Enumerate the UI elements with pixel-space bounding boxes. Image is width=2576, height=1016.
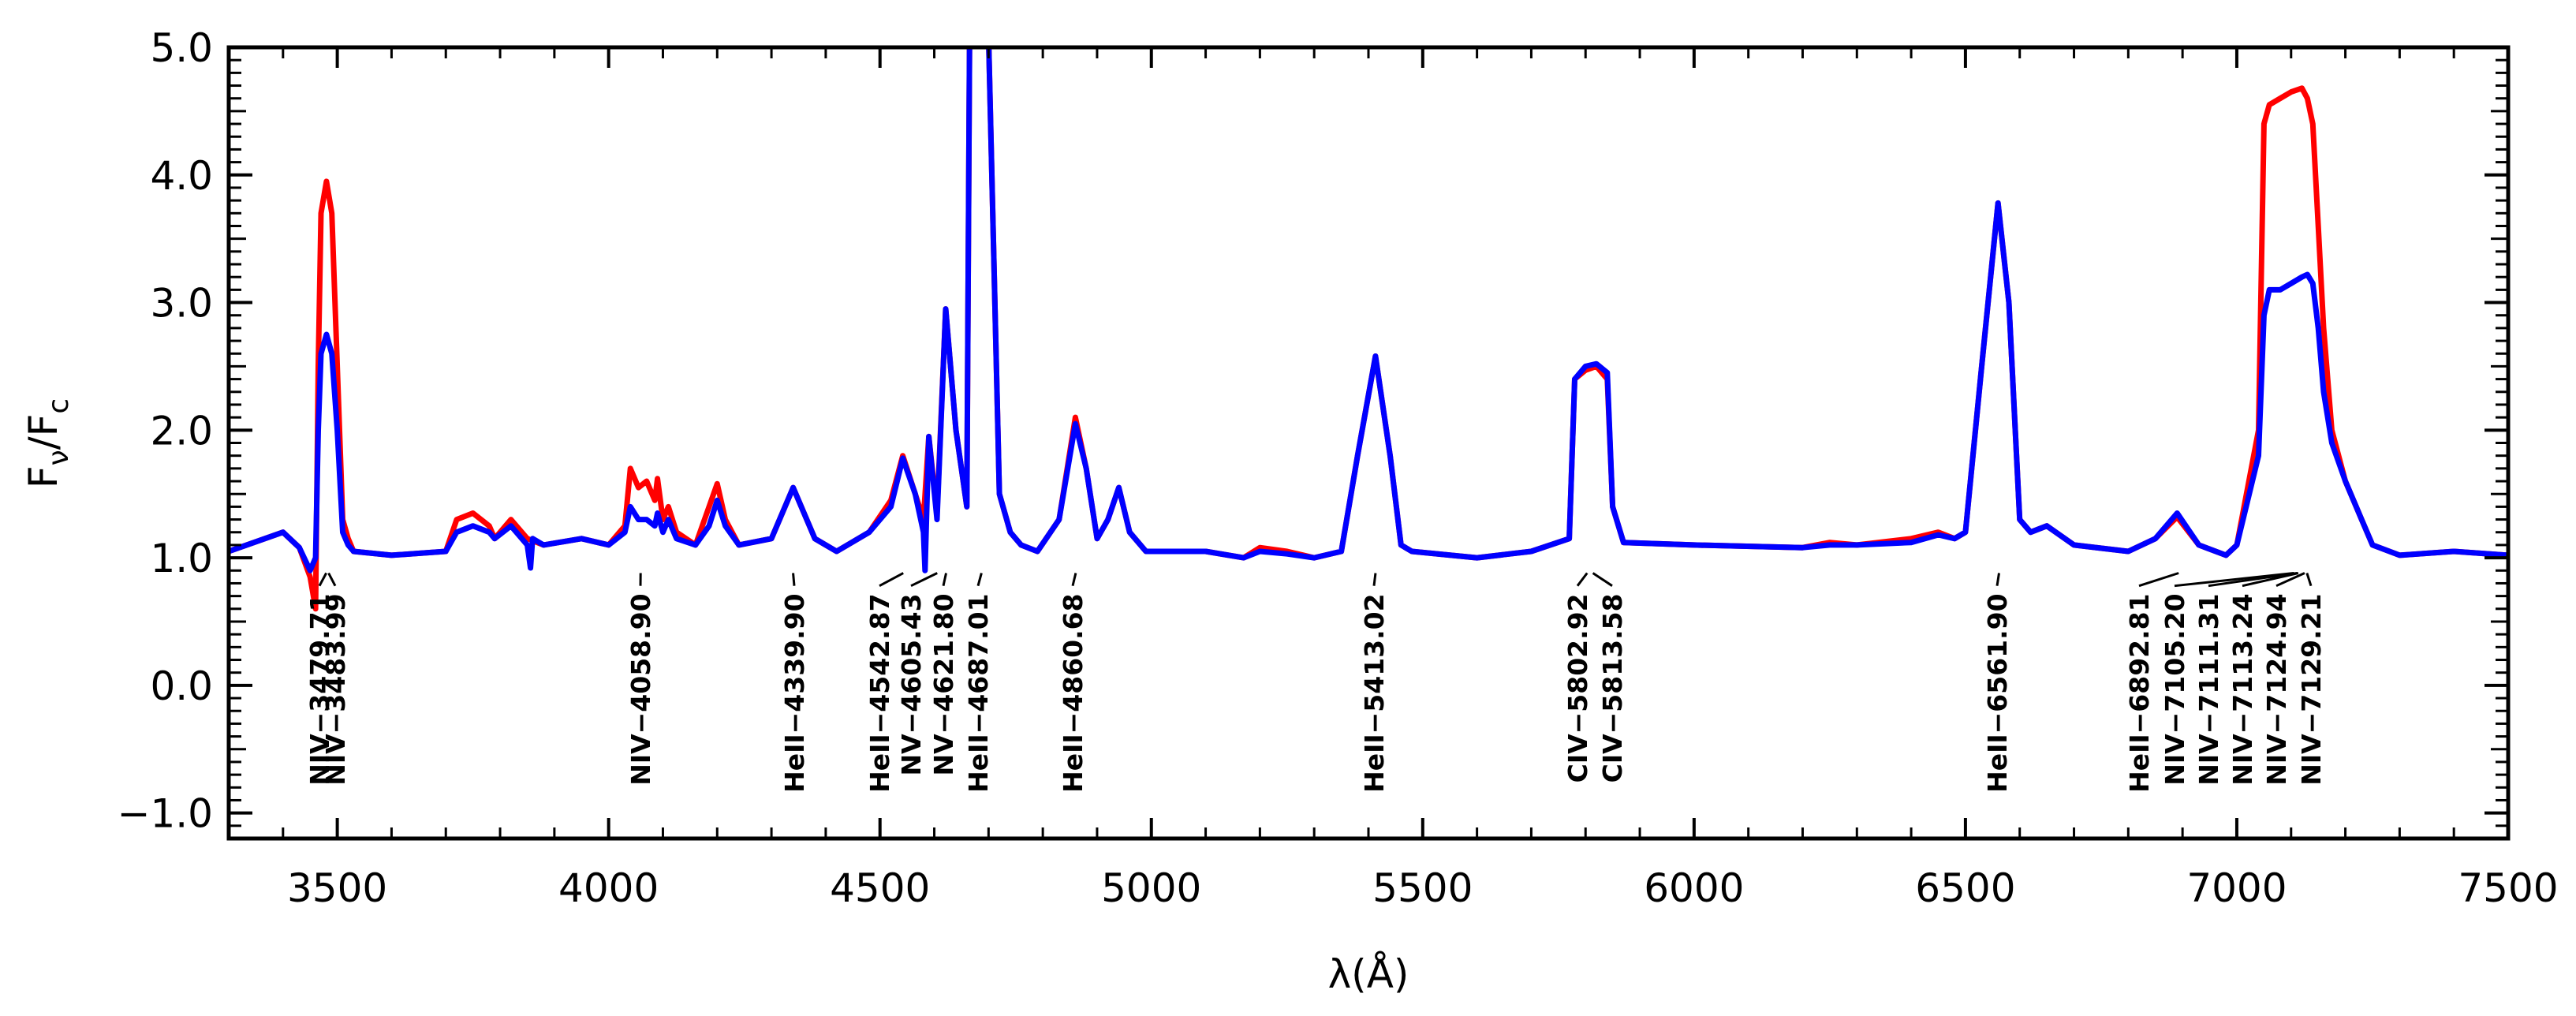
x-tick-label: 4500 [830, 865, 930, 911]
annotation-leader [1374, 573, 1376, 586]
x-tick-label: 7000 [2186, 865, 2287, 911]
annotation-label: NIV−4058.90 [625, 593, 656, 785]
annotation-label: NIV−7129.21 [2296, 593, 2327, 785]
annotation-leader [1997, 573, 1999, 586]
axes: 3500 4000 4500 5000 5500 6000 6500 7000 7500 −1.0… [118, 25, 2559, 911]
x-tick-label: 6000 [1644, 865, 1744, 911]
y-axis-title: Fν/Fc [21, 398, 75, 488]
y-tick-label: −1.0 [118, 791, 213, 837]
annotation-leader [1577, 573, 1587, 586]
annotation-label: NV−4621.80 [928, 593, 959, 775]
annotation-label: CIV−5813.58 [1597, 593, 1628, 783]
annotation-label: NIV−3483.99 [320, 593, 351, 785]
y-tick-label: 4.0 [150, 153, 213, 199]
annotation-leader [319, 573, 327, 586]
x-tick-label: 3500 [287, 865, 387, 911]
y-tick-label: 1.0 [150, 536, 213, 581]
series-layer [229, 35, 2508, 609]
y-tick-label: 3.0 [150, 281, 213, 327]
annotation-label: NIV−7105.20 [2160, 593, 2190, 785]
annotation-label: NV−4605.43 [896, 593, 927, 775]
annotation-label: HeII−4860.68 [1058, 593, 1088, 793]
annotation-label: NIV−7113.24 [2227, 593, 2258, 785]
x-axis-title: λ(Å) [1328, 951, 1409, 997]
annotation-label: CIV−5802.92 [1562, 593, 1593, 783]
annotation-label: HeII−6892.81 [2124, 593, 2155, 793]
annotation-label: HeII−5413.02 [1359, 593, 1390, 793]
annotation-label: HeII−4542.87 [864, 593, 895, 793]
y-tick-label: 2.0 [150, 408, 213, 454]
annotation-leader [2307, 573, 2311, 586]
annotation-leader [911, 573, 937, 586]
annotation-label: HeII−6561.90 [1982, 593, 2013, 793]
annotation-leader [943, 573, 946, 586]
annotation-leader [329, 573, 335, 586]
annotation-label: HeII−4687.01 [963, 593, 994, 793]
annotation-leader [978, 573, 981, 586]
y-tick-label: 5.0 [150, 25, 213, 71]
x-tick-label: 7500 [2458, 865, 2558, 911]
annotation-leader [793, 573, 794, 586]
annotation-label: HeII−4339.90 [779, 593, 810, 793]
annotation-leader [879, 573, 903, 586]
annotation-label: NIV−7124.94 [2261, 593, 2292, 785]
series-line-blue [229, 35, 2508, 571]
annotation-leader [1593, 573, 1612, 586]
x-tick-label: 6500 [1915, 865, 2015, 911]
annotation-leader [1073, 573, 1076, 586]
annotation-label: NIV−7111.31 [2193, 593, 2224, 785]
y-tick-label: 0.0 [150, 663, 213, 709]
x-tick-label: 5500 [1372, 865, 1473, 911]
annotation-leader [2139, 573, 2178, 586]
x-tick-label: 4000 [558, 865, 659, 911]
x-tick-label: 5000 [1101, 865, 1201, 911]
